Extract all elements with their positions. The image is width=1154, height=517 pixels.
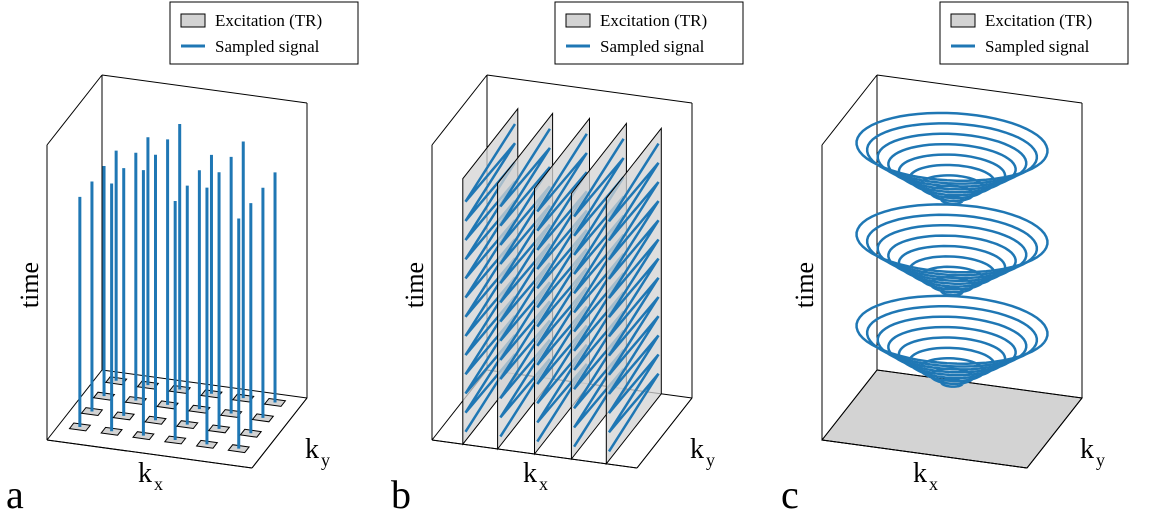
panel-letter: b: [391, 472, 411, 517]
legend-swatch: [565, 13, 591, 28]
excitation-square: [132, 431, 155, 441]
signal-zigzag: [607, 142, 660, 453]
excitation-square: [163, 435, 187, 445]
signal-ring: [876, 315, 1028, 371]
signal-ring: [865, 213, 1039, 277]
box-edge: [486, 74, 693, 104]
legend-swatch: [950, 13, 976, 28]
box-edge: [821, 439, 1028, 469]
ky-sub: y: [1096, 450, 1105, 470]
legend-label: Excitation (TR): [985, 11, 1092, 30]
time-label: time: [15, 262, 44, 308]
legend-label: Excitation (TR): [215, 11, 322, 30]
signal-ring: [887, 234, 1017, 283]
box-edge: [431, 74, 488, 146]
ky-sub: y: [706, 450, 715, 470]
legend-label: Sampled signal: [215, 37, 320, 56]
signal-ring: [887, 142, 1017, 191]
signal-ring: [855, 111, 1049, 183]
signal-ring: [876, 223, 1028, 280]
signal-ring: [855, 294, 1049, 365]
legend-label: Excitation (TR): [600, 11, 707, 30]
signal-ring: [855, 203, 1049, 274]
ky-sub: y: [321, 450, 330, 470]
ky-label: k: [1080, 434, 1094, 465]
box-edge: [251, 397, 308, 469]
ky-label: k: [690, 434, 704, 465]
excitation-square: [188, 404, 211, 414]
signal-ring: [887, 325, 1017, 374]
box-edge: [876, 74, 1083, 104]
legend-box: [939, 1, 1129, 65]
box-edge: [46, 439, 253, 469]
signal-ring: [865, 305, 1039, 368]
kx-sub: x: [539, 474, 548, 494]
legend-label: Sampled signal: [600, 37, 705, 56]
box-edge: [821, 74, 878, 146]
box-edge: [821, 369, 878, 441]
kx-sub: x: [929, 474, 938, 494]
kx-sub: x: [154, 474, 163, 494]
legend-label: Sampled signal: [985, 37, 1090, 56]
time-label: time: [790, 262, 819, 308]
panel-letter: a: [6, 472, 24, 517]
signal-ring: [865, 122, 1039, 185]
box-edge: [46, 74, 103, 146]
box-edge: [101, 74, 308, 104]
time-label: time: [400, 262, 429, 308]
signal-ring: [876, 132, 1028, 188]
signal-ring: [897, 244, 1007, 285]
signal-ring: [897, 336, 1007, 377]
box-edge: [1026, 397, 1083, 469]
kx-label: k: [523, 458, 537, 489]
kx-label: k: [913, 458, 927, 489]
legend-swatch: [180, 13, 206, 28]
legend-box: [554, 1, 744, 65]
excitation-square: [156, 400, 179, 410]
kx-label: k: [138, 458, 152, 489]
legend-box: [169, 1, 359, 65]
box-edge: [636, 397, 693, 469]
excitation-square: [175, 420, 199, 430]
box-edge: [876, 369, 1083, 399]
panel-letter: c: [781, 472, 799, 517]
box-edge: [431, 439, 638, 469]
ky-label: k: [305, 434, 319, 465]
signal-ring: [897, 153, 1007, 194]
excitation-square: [144, 415, 167, 425]
